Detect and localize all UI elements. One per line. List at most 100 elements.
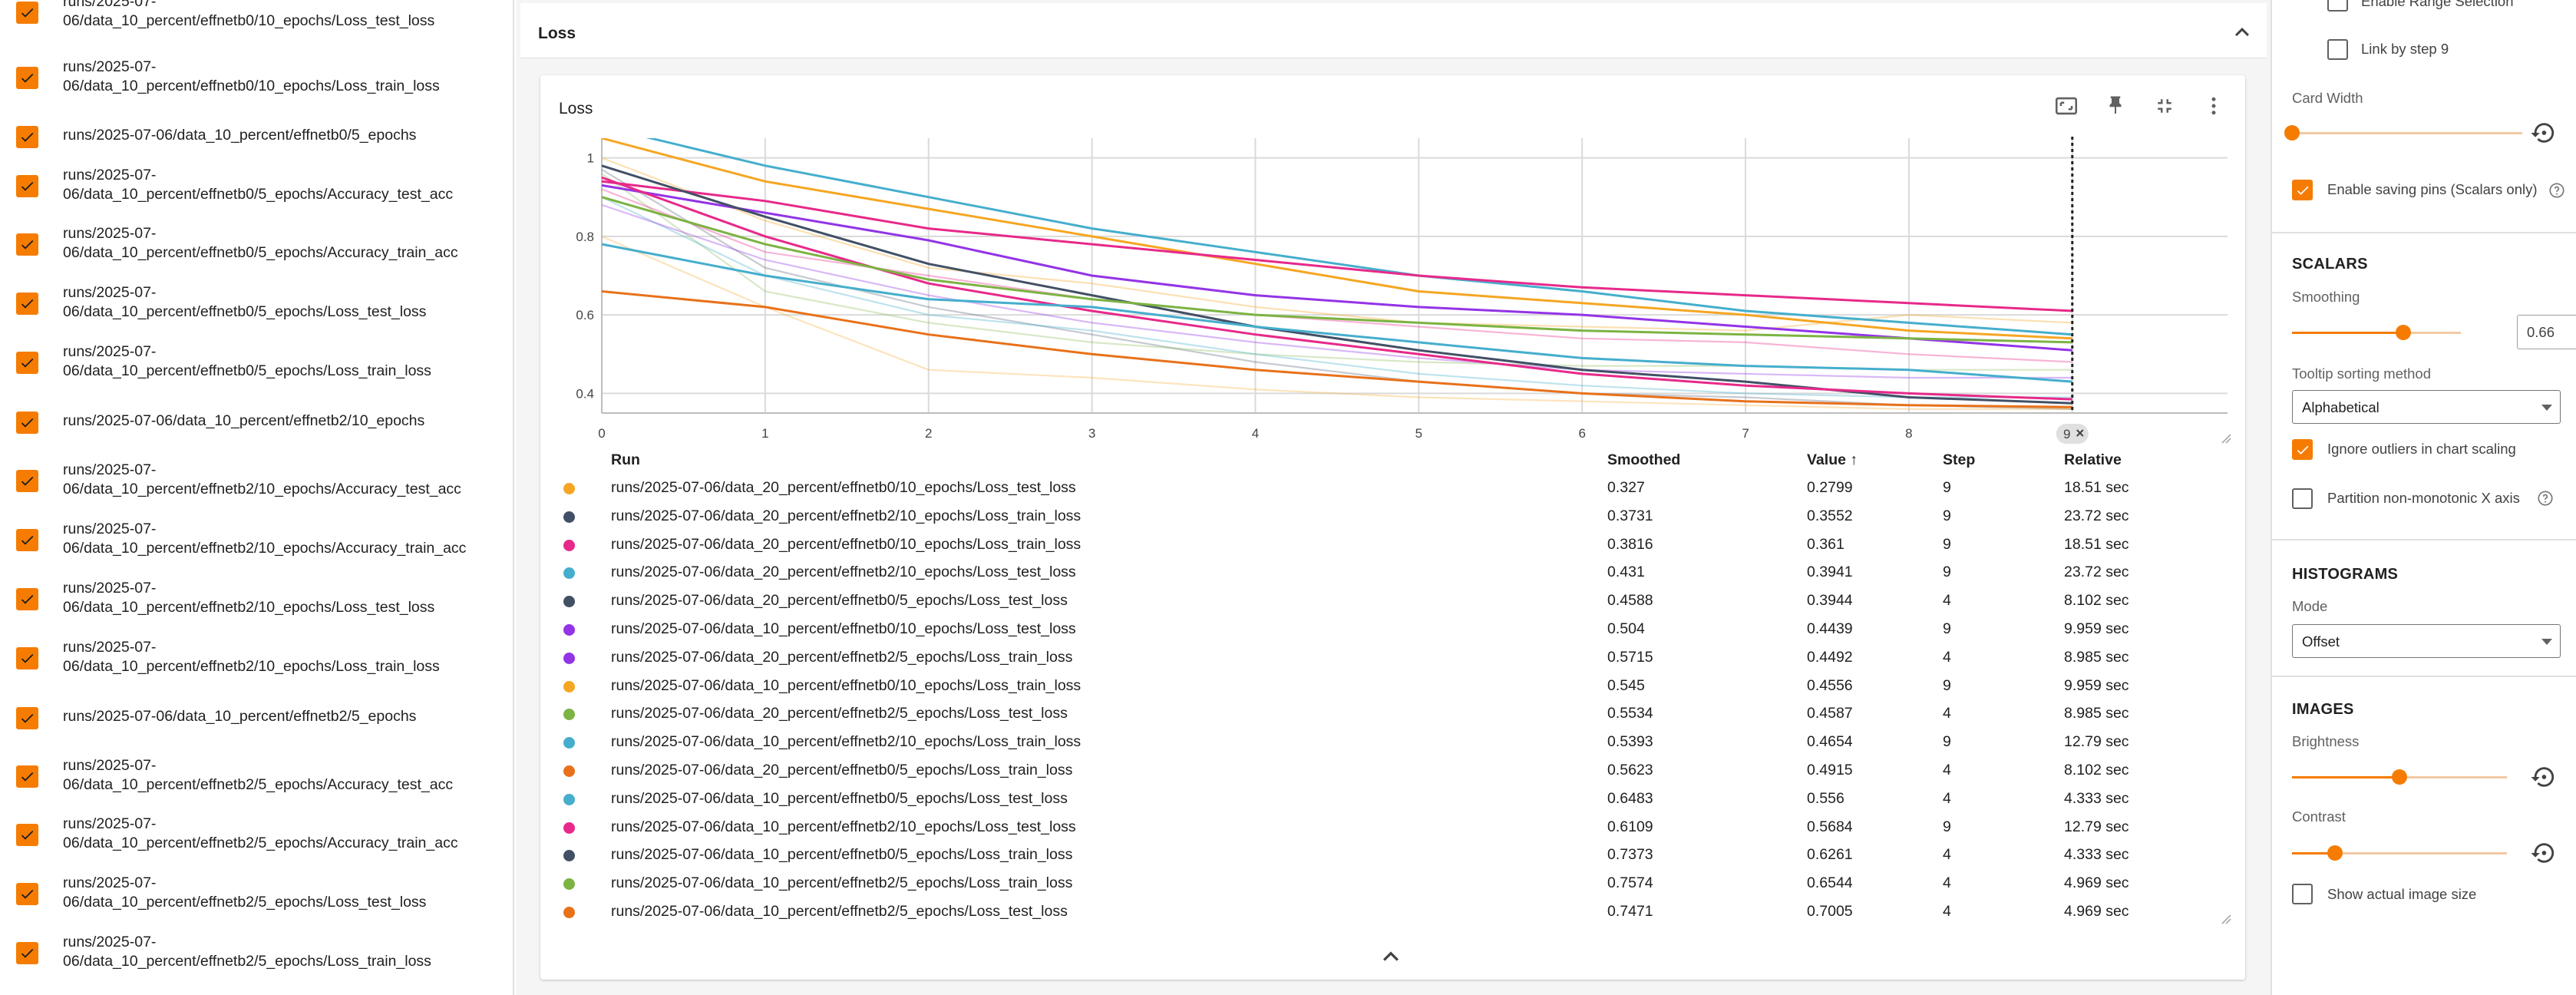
loss-line-chart[interactable]: 0.4 0.6 0.8 1 0 1 2 3 4 5 6 7 8 9 <box>540 75 2245 451</box>
card-width-thumb[interactable] <box>2284 125 2300 140</box>
run-list-item[interactable]: runs/2025-07-06/data_10_percent/effnetb2… <box>0 804 513 863</box>
series-line[interactable] <box>602 180 2072 312</box>
contrast-thumb[interactable] <box>2327 845 2343 861</box>
cell-value: 0.4492 <box>1807 648 1853 666</box>
series-line[interactable] <box>602 196 2072 398</box>
reset-contrast-icon[interactable] <box>2530 840 2556 866</box>
link-by-step-checkbox[interactable] <box>2327 39 2348 60</box>
table-row: runs/2025-07-06/data_20_percent/effnetb0… <box>540 757 2245 785</box>
run-list-item[interactable]: runs/2025-07-06/data_10_percent/effnetb2… <box>0 509 513 568</box>
x-tick-label: 7 <box>1742 426 1749 441</box>
run-list-item[interactable]: runs/2025-07-06/data_10_percent/effnetb2… <box>0 568 513 627</box>
run-list-item[interactable]: runs/2025-07-06/data_10_percent/effnetb0… <box>0 106 513 165</box>
run-list-item[interactable]: runs/2025-07-06/data_10_percent/effnetb0… <box>0 213 513 273</box>
cell-step: 4 <box>1943 648 1951 666</box>
resize-handle-icon[interactable] <box>2221 433 2231 444</box>
contrast-track <box>2292 852 2507 855</box>
series-line[interactable] <box>602 176 2072 401</box>
run-checkbox[interactable] <box>16 942 38 964</box>
run-list-item[interactable]: runs/2025-07-06/data_10_percent/effnetb0… <box>0 332 513 391</box>
cell-step: 9 <box>1943 733 1951 751</box>
expand-table-button[interactable] <box>1376 941 1406 972</box>
fit-domain-button[interactable] <box>2051 91 2082 121</box>
cell-relative: 4.969 sec <box>2064 874 2129 892</box>
images-heading: IMAGES <box>2292 701 2354 718</box>
header-value[interactable]: Value ↑ <box>1807 451 1858 469</box>
run-list-item[interactable]: runs/2025-07-06/data_10_percent/effnetb2… <box>0 627 513 686</box>
table-resize-handle-icon[interactable] <box>2221 914 2231 924</box>
run-checkbox[interactable] <box>16 529 38 551</box>
remove-step-close-icon[interactable] <box>2076 429 2084 437</box>
tooltip-sorting-select[interactable]: Alphabetical <box>2292 390 2561 424</box>
series-line[interactable] <box>602 290 2072 408</box>
run-list-item[interactable]: runs/2025-07-06/data_10_percent/effnetb2… <box>0 922 513 981</box>
show-actual-image-size-checkbox[interactable] <box>2292 884 2313 904</box>
series-line[interactable] <box>602 196 2072 344</box>
run-list-item[interactable]: runs/2025-07-06/data_10_percent/effnetb2… <box>0 745 513 805</box>
run-label: runs/2025-07-06/data_10_percent/effnetb2… <box>63 638 440 675</box>
table-row: runs/2025-07-06/data_10_percent/effnetb0… <box>540 785 2245 814</box>
help-icon[interactable] <box>2537 490 2554 507</box>
collapse-card-button[interactable] <box>2149 91 2180 121</box>
run-list-item[interactable]: runs/2025-07-06/data_10_percent/effnetb0… <box>0 0 513 41</box>
smoothing-thumb[interactable] <box>2396 325 2412 340</box>
ignore-outliers-label: Ignore outliers in chart scaling <box>2327 441 2516 457</box>
run-list-item[interactable]: runs/2025-07-06/data_10_percent/effnetb2… <box>0 687 513 746</box>
series-line[interactable] <box>602 138 2072 340</box>
cell-run: runs/2025-07-06/data_10_percent/effnetb0… <box>611 676 1082 694</box>
header-step: Step <box>1943 451 1976 468</box>
run-checkbox[interactable] <box>16 175 38 197</box>
run-checkbox[interactable] <box>16 126 38 148</box>
series-line[interactable] <box>602 188 2072 363</box>
series-line[interactable] <box>602 243 2072 383</box>
run-list-item[interactable]: runs/2025-07-06/data_10_percent/effnetb2… <box>0 863 513 922</box>
brightness-thumb[interactable] <box>2392 769 2407 785</box>
run-checkbox[interactable] <box>16 588 38 610</box>
run-list-item[interactable]: runs/2025-07-06/data_10_percent/effnetb0… <box>0 273 513 332</box>
run-checkbox[interactable] <box>16 352 38 374</box>
x-tick-label: 2 <box>925 426 932 441</box>
run-checkbox[interactable] <box>16 883 38 905</box>
collapse-group-button[interactable] <box>2228 18 2256 46</box>
cell-relative: 23.72 sec <box>2064 564 2129 581</box>
series-line[interactable] <box>602 183 2072 352</box>
card-group-header[interactable]: Loss <box>520 3 2267 58</box>
run-checkbox[interactable] <box>16 707 38 729</box>
run-checkbox[interactable] <box>16 67 38 89</box>
series-line[interactable] <box>602 127 2072 336</box>
run-checkbox[interactable] <box>16 233 38 256</box>
run-checkbox[interactable] <box>16 647 38 669</box>
check-icon <box>21 830 34 840</box>
pin-button[interactable] <box>2100 91 2131 121</box>
enable-saving-pins-checkbox[interactable] <box>2292 180 2313 200</box>
series-line[interactable] <box>602 235 2072 410</box>
check-icon <box>21 772 34 782</box>
step-chip[interactable] <box>2056 424 2089 444</box>
help-icon[interactable] <box>2548 182 2565 199</box>
cell-relative: 8.985 sec <box>2064 648 2129 666</box>
run-checkbox[interactable] <box>16 824 38 846</box>
enable-range-selection-checkbox[interactable] <box>2327 0 2348 12</box>
ignore-outliers-checkbox[interactable] <box>2292 439 2313 460</box>
run-checkbox[interactable] <box>16 293 38 315</box>
run-list-item[interactable]: runs/2025-07-06/data_10_percent/effnetb0… <box>0 155 513 214</box>
partition-x-axis-checkbox[interactable] <box>2292 488 2313 509</box>
y-tick-label: 1 <box>587 151 594 166</box>
series-line[interactable] <box>602 203 2072 379</box>
reset-card-width-icon[interactable] <box>2530 120 2556 146</box>
divider <box>2272 676 2576 677</box>
histogram-mode-select[interactable]: Offset <box>2292 624 2561 658</box>
run-list-item[interactable]: runs/2025-07-06/data_10_percent/effnetb2… <box>0 392 513 451</box>
cell-value: 0.556 <box>1807 789 1844 807</box>
run-checkbox[interactable] <box>16 470 38 492</box>
reset-brightness-icon[interactable] <box>2530 764 2556 790</box>
series-line[interactable] <box>602 157 2072 332</box>
run-checkbox[interactable] <box>16 2 38 24</box>
run-list-item[interactable]: runs/2025-07-06/data_10_percent/effnetb2… <box>0 450 513 509</box>
run-list-item[interactable]: runs/2025-07-06/data_10_percent/effnetb0… <box>0 47 513 106</box>
run-checkbox[interactable] <box>16 412 38 434</box>
smoothing-value-input[interactable] <box>2517 315 2576 349</box>
more-options-button[interactable] <box>2198 91 2229 121</box>
run-checkbox[interactable] <box>16 765 38 788</box>
run-label: runs/2025-07-06/data_10_percent/effnetb2… <box>63 756 454 793</box>
